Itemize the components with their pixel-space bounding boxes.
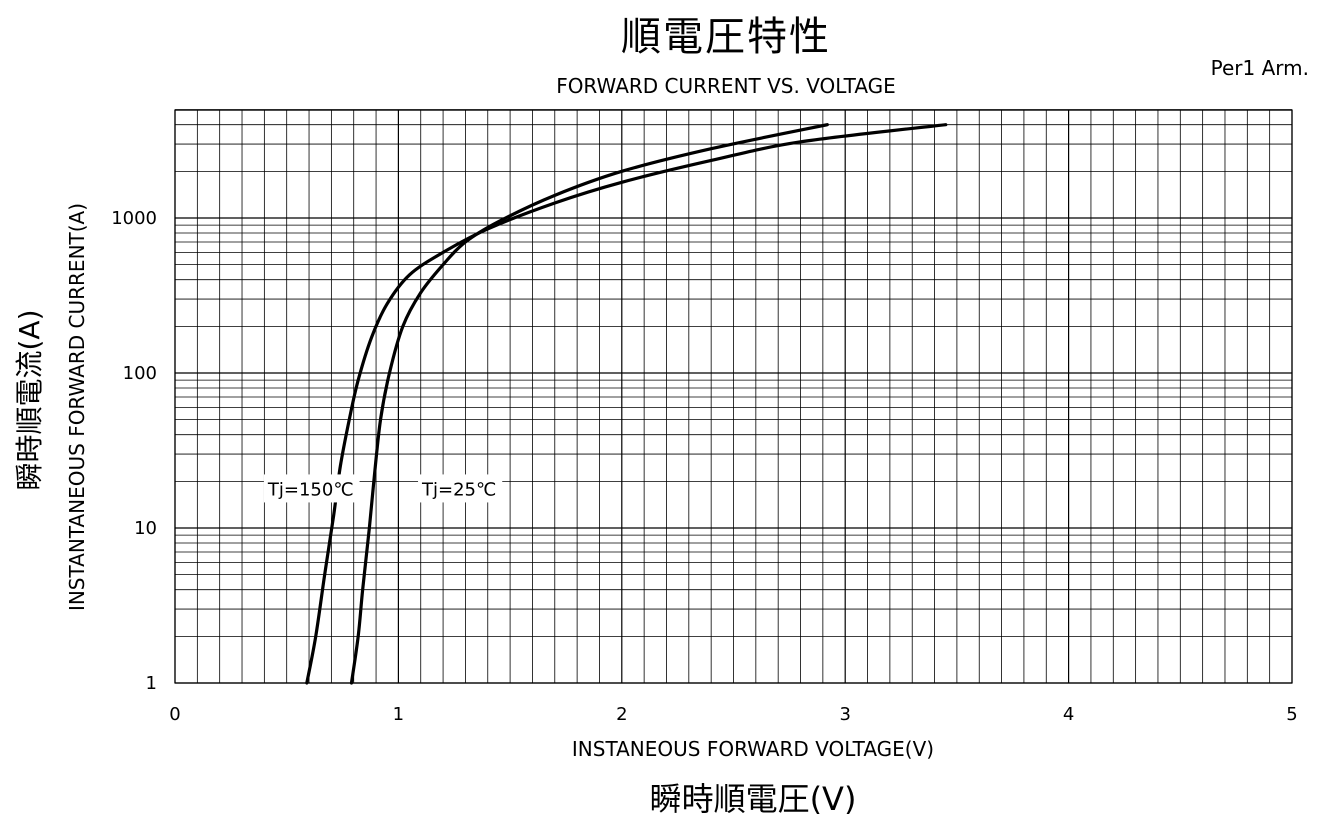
x-axis-label-jp: 瞬時順電圧(V) [649,780,857,818]
curve-series-1 [305,123,948,685]
curve-annotations: Tj=150℃ Tj=25℃ [263,474,503,503]
chart-subtitle: FORWARD CURRENT VS. VOLTAGE [556,74,896,98]
x-tick-label: 3 [839,704,850,725]
grid-lines [174,109,1293,684]
x-tick-label: 4 [1063,704,1074,725]
x-tick-label: 1 [393,704,404,725]
curves [305,123,948,685]
x-tick-label: 2 [616,704,627,725]
annotation-bg [418,474,503,503]
y-tick-label: 1 [146,673,157,694]
per-arm-note: Per1 Arm. [1210,56,1309,80]
y-axis-label-jp: 瞬時順電流(A) [13,309,46,491]
x-tick-label: 0 [169,704,180,725]
chart-title: 順電圧特性 [621,14,831,60]
curve-label: Tj=25℃ [421,479,496,500]
annotation-bg [263,474,360,503]
y-axis-label-en: INSTANTANEOUS FORWARD CURRENT(A) [65,202,89,612]
y-tick-label: 1000 [111,208,157,229]
x-tick-labels: 0 1 2 3 4 5 [169,704,1297,725]
curve-series-2 [349,123,829,685]
curve-label: Tj=150℃ [267,479,354,500]
x-tick-label: 5 [1286,704,1297,725]
y-tick-label: 100 [123,363,157,384]
y-tick-labels: 1 10 100 1000 [111,208,157,694]
plot-frame [174,109,1293,684]
y-tick-label: 10 [134,518,157,539]
x-axis-label-en: INSTANEOUS FORWARD VOLTAGE(V) [571,737,935,761]
